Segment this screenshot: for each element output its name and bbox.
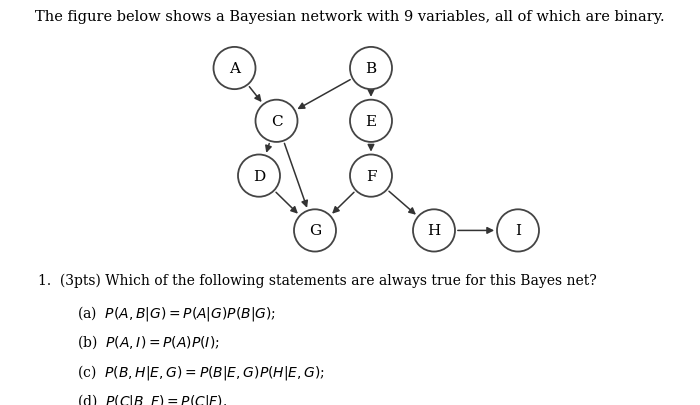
Text: E: E — [365, 115, 377, 128]
Ellipse shape — [214, 48, 256, 90]
Text: (c)  $P(B, H|E, G) = P(B|E, G)P(H|E, G)$;: (c) $P(B, H|E, G) = P(B|E, G)P(H|E, G)$; — [77, 362, 326, 381]
Ellipse shape — [413, 210, 455, 252]
Text: F: F — [365, 169, 377, 183]
Ellipse shape — [294, 210, 336, 252]
Text: A: A — [229, 62, 240, 76]
Ellipse shape — [350, 48, 392, 90]
Ellipse shape — [497, 210, 539, 252]
Text: C: C — [271, 115, 282, 128]
Ellipse shape — [238, 155, 280, 197]
Ellipse shape — [350, 155, 392, 197]
Text: G: G — [309, 224, 321, 238]
Text: (b)  $P(A, I) = P(A)P(I)$;: (b) $P(A, I) = P(A)P(I)$; — [77, 333, 220, 350]
Text: D: D — [253, 169, 265, 183]
Text: H: H — [428, 224, 440, 238]
Text: I: I — [515, 224, 521, 238]
Text: (d)  $P(C|B, F) = P(C|F)$.: (d) $P(C|B, F) = P(C|F)$. — [77, 391, 228, 405]
Text: 1.  (3pts) Which of the following statements are always true for this Bayes net?: 1. (3pts) Which of the following stateme… — [38, 273, 597, 288]
Text: The figure below shows a Bayesian network with 9 variables, all of which are bin: The figure below shows a Bayesian networ… — [35, 10, 665, 24]
Ellipse shape — [350, 100, 392, 143]
Text: B: B — [365, 62, 377, 76]
Ellipse shape — [256, 100, 298, 143]
Text: (a)  $P(A, B|G) = P(A|G)P(B|G)$;: (a) $P(A, B|G) = P(A|G)P(B|G)$; — [77, 304, 276, 323]
